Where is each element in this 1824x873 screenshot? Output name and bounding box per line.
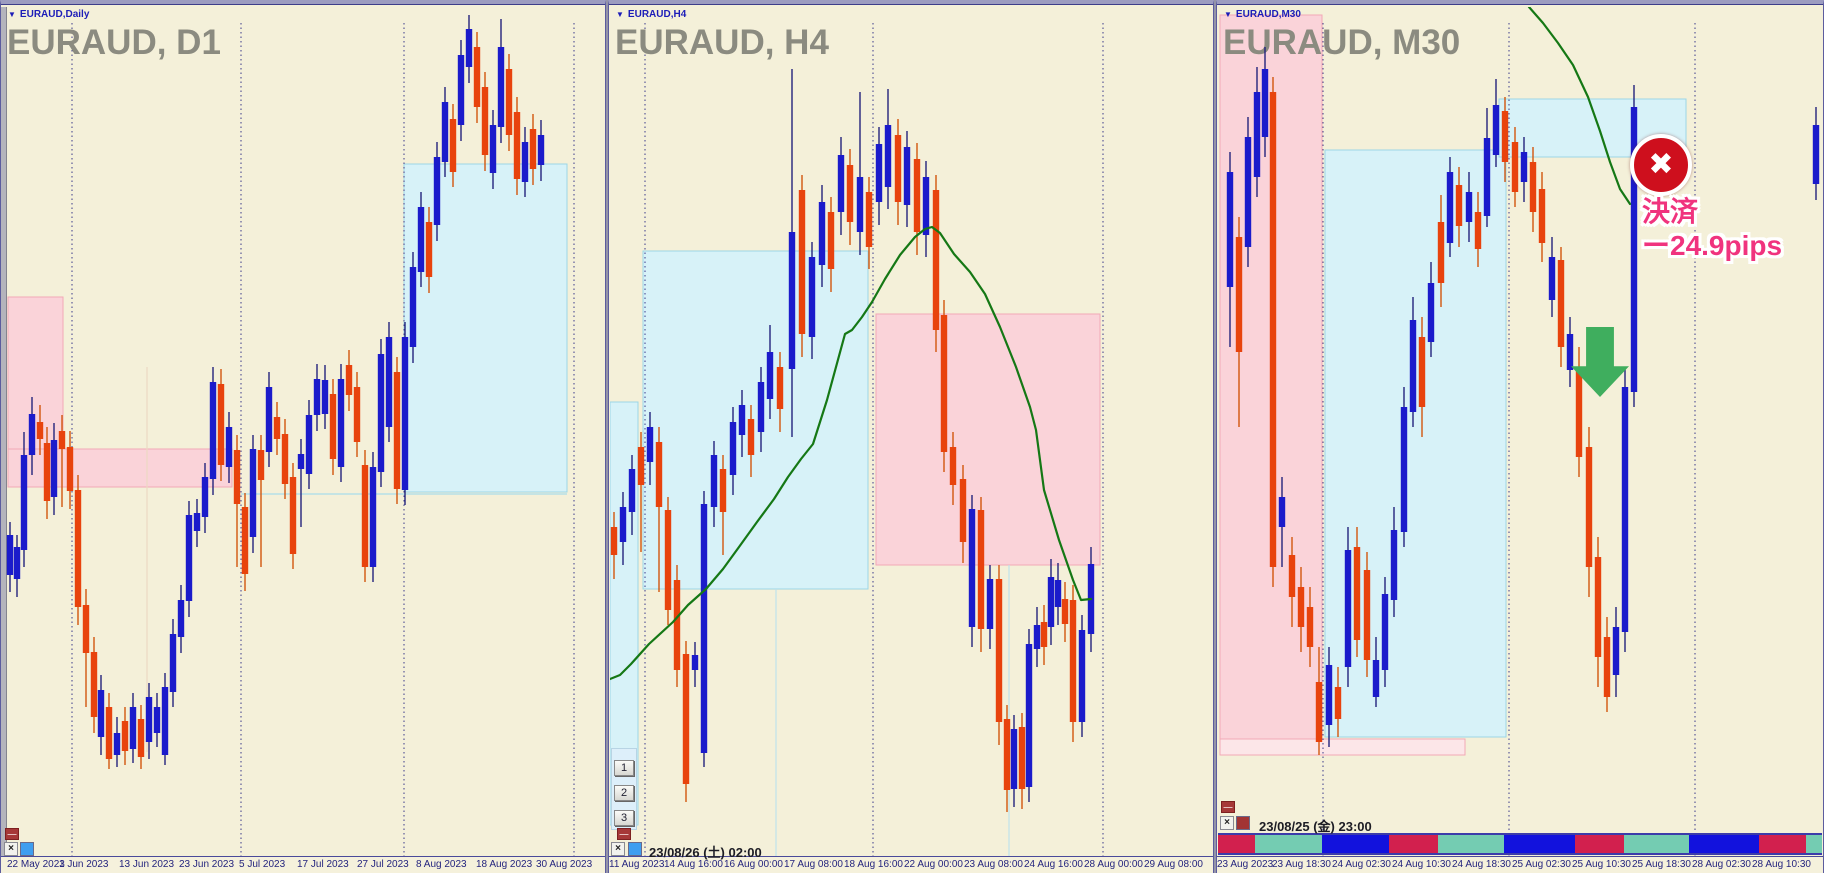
axis-label: 22 May 2023 [7,859,65,870]
axis-label: 23 Aug 18:30 [1272,859,1331,870]
axis-label: 5 Jul 2023 [239,859,286,870]
instrument-dropdown[interactable]: ▼ EURAUD,Daily [8,9,89,20]
axis-label: 24 Aug 02:30 [1332,859,1391,870]
axis-label: 13 Jun 2023 [119,859,175,870]
axis-label: 23 Aug 08:00 [964,859,1023,870]
instrument-label: EURAUD,M30 [1235,9,1301,20]
exit-annotation-line1: 決済 [1642,196,1699,227]
panel-button-3[interactable]: 3 [614,810,634,826]
axis-label: 24 Aug 10:30 [1392,859,1451,870]
instrument-label: EURAUD,Daily [19,9,90,20]
trend-segment-crimson [1574,835,1624,853]
collapse-button[interactable]: — [5,828,19,840]
candles-layer-m30 [1226,7,1820,755]
trend-segment-blue [1689,835,1760,853]
close-chart-button[interactable]: × [611,842,625,856]
trend-segment-teal [1623,835,1690,853]
chart-window-h4: EURAUD, H4 ▼ EURAUD,H4 1 2 3 — × 23/08/2… [608,0,1214,873]
chevron-down-icon: ▼ [616,10,624,19]
trend-segment-crimson [1218,835,1255,853]
trend-segment-crimson [1759,835,1807,853]
indicator-toggle-button[interactable] [1236,816,1250,830]
chart-window-m30: EURAUD, M30 ✖ 決済 ー24.9pips ▼ EURAUD,M30 … [1216,0,1824,873]
instrument-label: EURAUD,H4 [627,9,687,20]
axis-label: 16 Aug 00:00 [724,859,783,870]
axis-label: 25 Aug 18:30 [1632,859,1691,870]
axis-label: 11 Aug 2023 [609,859,665,870]
candles-layer-h4 [610,69,1095,812]
axis-label: 29 Aug 08:00 [1144,859,1203,870]
instrument-dropdown[interactable]: ▼ EURAUD,M30 [1224,9,1301,20]
trend-segment-teal [1806,835,1823,853]
axis-label: 18 Aug 2023 [476,859,533,870]
trend-segment-teal [1254,835,1322,853]
chart-watermark: EURAUD, M30 [1223,23,1461,62]
axis-label: 30 Aug 2023 [536,859,593,870]
candle-time-status: 23/08/25 (金) 23:00 [1259,819,1372,834]
chart-plot-area-m30[interactable]: EURAUD, M30 ✖ 決済 ー24.9pips [1218,7,1822,856]
chevron-down-icon: ▼ [1224,10,1232,19]
x-icon: ✖ [1648,147,1674,181]
candle-time-status: 23/08/26 (土) 02:00 [649,845,762,860]
trend-segment-teal [1438,835,1505,853]
close-chart-button[interactable]: × [1220,816,1234,830]
chart-window-d1: EURAUD, D1 ▼ EURAUD,Daily — × 22 May 202… [0,0,606,873]
axis-label: 17 Aug 08:00 [784,859,843,870]
trend-segment-blue [1504,835,1575,853]
window-left-gutter [1,7,7,856]
axis-label: 25 Aug 02:30 [1512,859,1571,870]
panel-button-2[interactable]: 2 [614,785,634,801]
axis-label: 28 Aug 10:30 [1752,859,1811,870]
axis-label: 23 Aug 2023 [1217,859,1274,870]
exit-annotation-line2: ー24.9pips [1642,230,1783,261]
axis-label: 25 Aug 10:30 [1572,859,1631,870]
instrument-dropdown[interactable]: ▼ EURAUD,H4 [616,9,686,20]
axis-label: 28 Aug 02:30 [1692,859,1751,870]
chevron-down-icon: ▼ [8,10,16,19]
axis-label: 18 Aug 16:00 [844,859,903,870]
close-chart-button[interactable]: × [4,842,18,856]
zones-layer-h4 [610,23,1104,856]
trade-exit-marker: ✖ [1630,134,1692,196]
axis-label: 22 Aug 00:00 [904,859,963,870]
collapse-button[interactable]: — [617,828,631,840]
axis-label: 17 Jul 2023 [297,859,349,870]
axis-label: 8 Aug 2023 [416,859,467,870]
time-axis-h4: 11 Aug 2023 14 Aug 16:00 16 Aug 00:00 17 Au… [609,856,1213,873]
axis-label: 27 Jul 2023 [357,859,409,870]
trend-indicator-bar [1218,833,1823,855]
chart-plot-area-d1[interactable]: EURAUD, D1 [2,7,604,856]
chart-watermark: EURAUD, H4 [615,23,829,62]
axis-label: 1 Jun 2023 [59,859,109,870]
timeframe-button-panel: 1 2 3 [611,748,637,830]
chart-plot-area-h4[interactable]: EURAUD, H4 [610,7,1212,856]
candles-layer-d1 [6,15,545,769]
collapse-button[interactable]: — [1221,801,1235,813]
time-axis-m30: 23 Aug 2023 23 Aug 18:30 24 Aug 02:30 24 Au… [1217,856,1823,873]
trend-segment-crimson [1389,835,1439,853]
trend-segment-blue [1321,835,1390,853]
indicator-toggle-button[interactable] [628,842,642,856]
axis-label: 24 Aug 16:00 [1024,859,1083,870]
axis-label: 28 Aug 00:00 [1084,859,1143,870]
time-axis-d1: 22 May 2023 1 Jun 2023 13 Jun 2023 23 Jun 2… [1,856,605,873]
axis-label: 24 Aug 18:30 [1452,859,1511,870]
axis-label: 14 Aug 16:00 [664,859,723,870]
panel-button-1[interactable]: 1 [614,760,634,776]
exit-annotation: 決済 ー24.9pips [1642,195,1782,263]
axis-label: 23 Jun 2023 [179,859,235,870]
chart-watermark: EURAUD, D1 [7,23,221,62]
indicator-toggle-button[interactable] [20,842,34,856]
